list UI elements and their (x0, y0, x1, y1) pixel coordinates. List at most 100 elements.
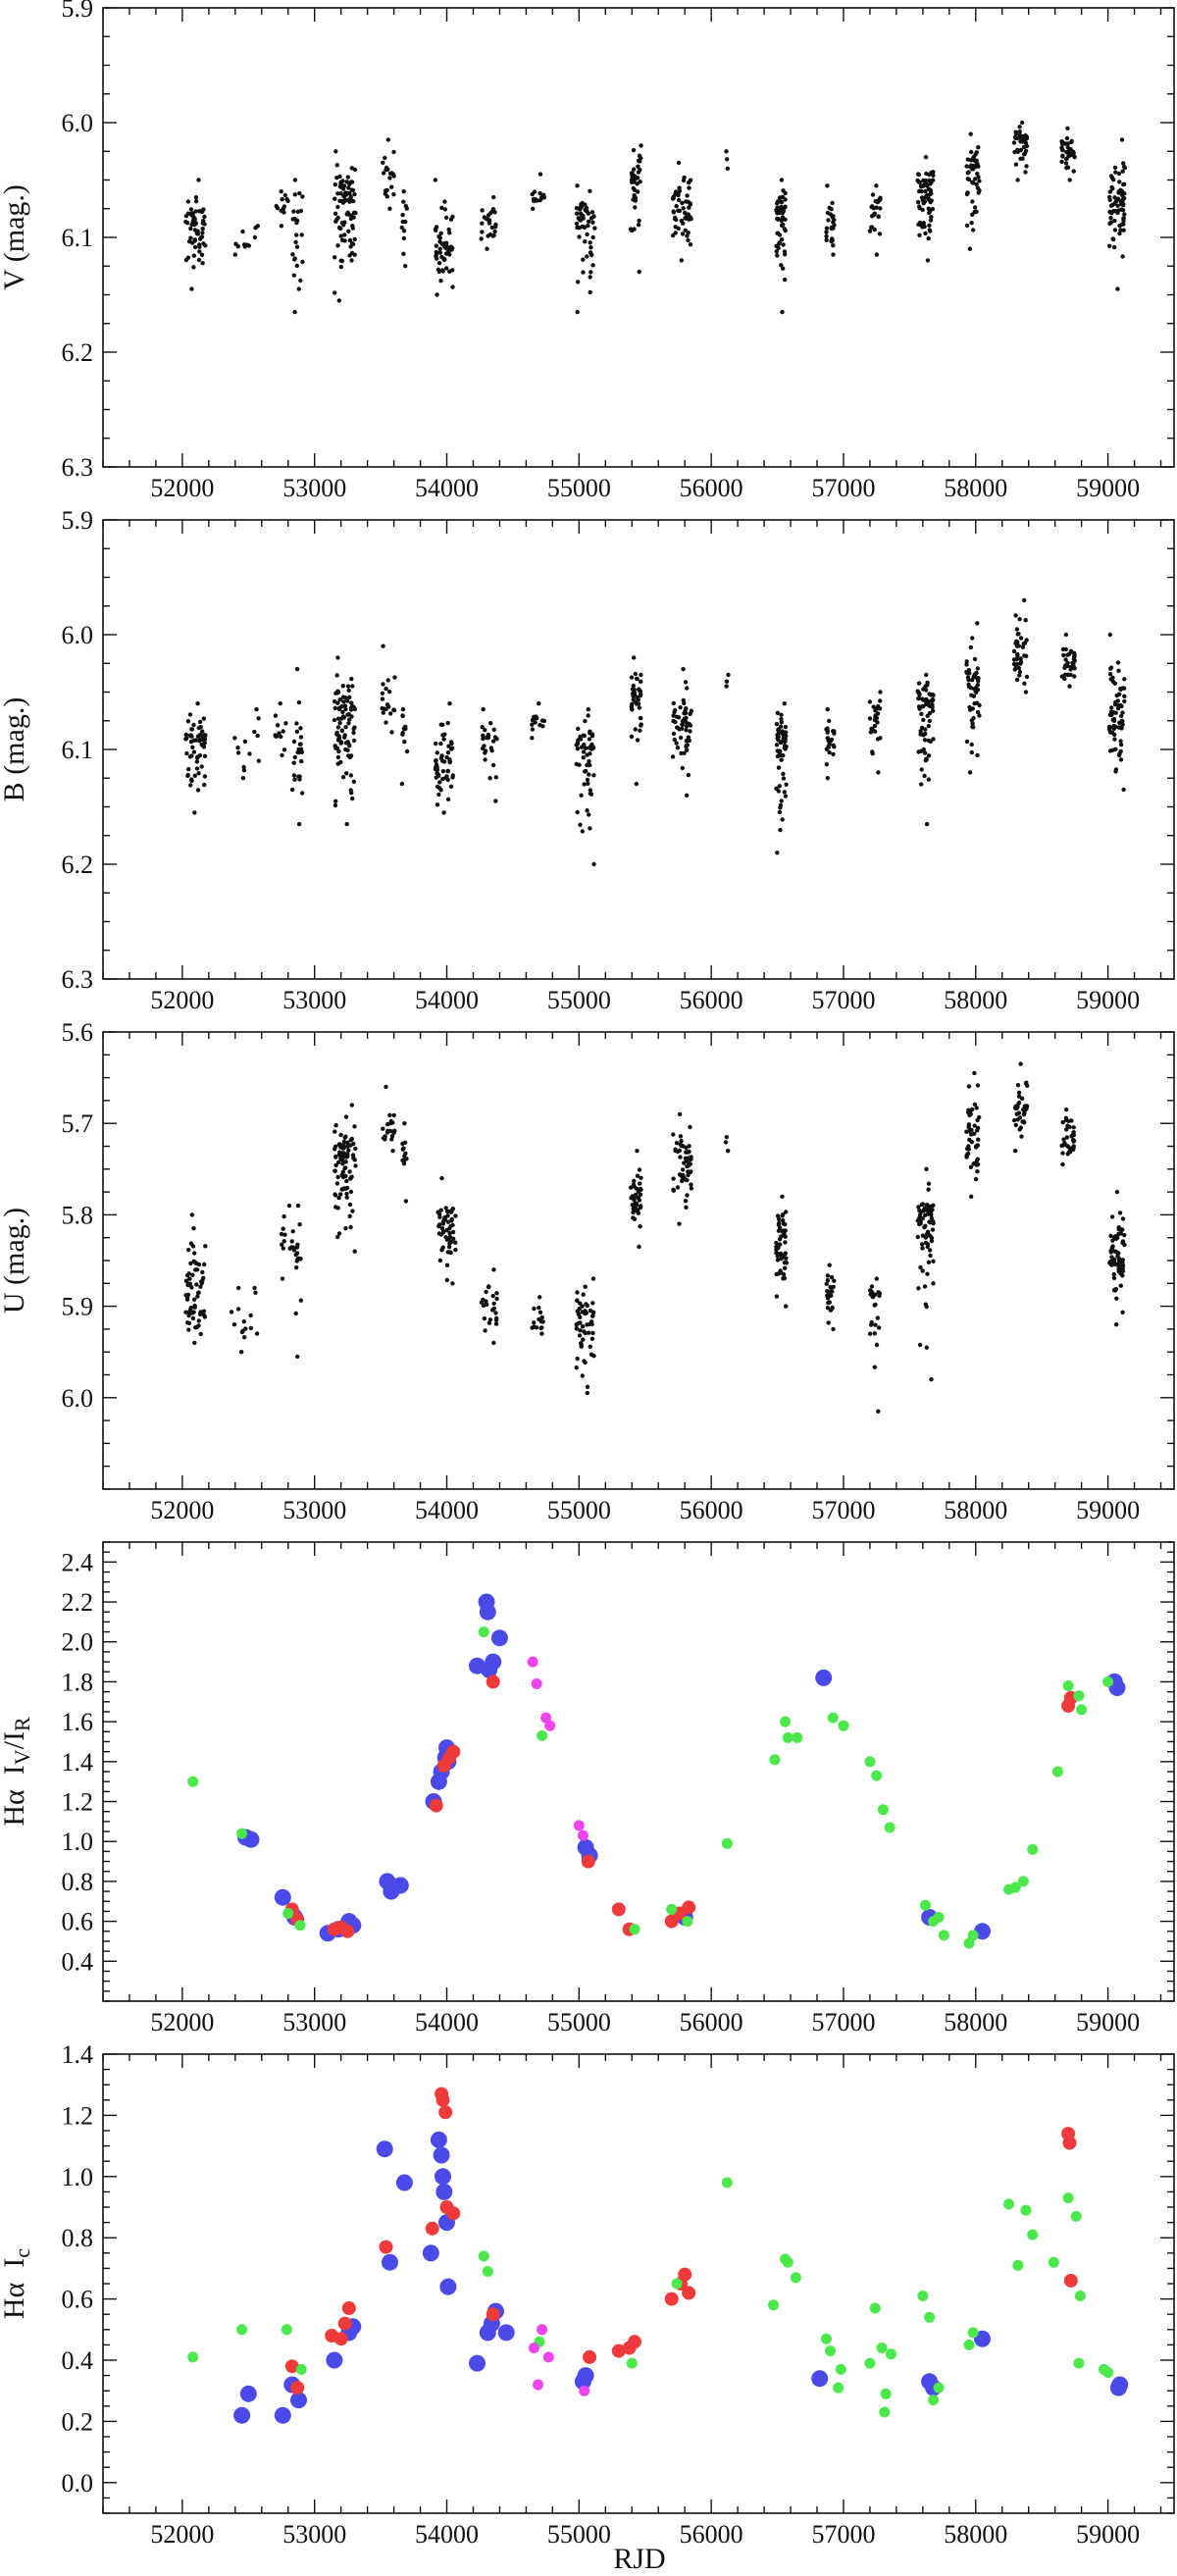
green-point (1073, 2357, 1085, 2369)
data-point (931, 1259, 936, 1264)
x-tick-label: 57000 (811, 2008, 875, 2036)
blue-point (577, 2367, 594, 2385)
data-point (530, 191, 535, 197)
data-point (970, 724, 975, 730)
data-point (676, 191, 681, 197)
data-point (632, 1178, 637, 1184)
data-point (438, 741, 443, 747)
x-tick-label: 56000 (680, 986, 743, 1014)
data-point (194, 1282, 199, 1287)
data-point (483, 748, 488, 753)
data-point (871, 206, 876, 211)
data-point (827, 749, 832, 755)
data-point (350, 224, 355, 229)
data-point (676, 226, 681, 232)
data-point (871, 704, 876, 709)
data-point (1065, 1144, 1070, 1149)
data-point (873, 1302, 878, 1308)
data-point (192, 244, 198, 250)
data-point (634, 1209, 639, 1213)
data-point (923, 188, 928, 194)
data-point (1017, 673, 1022, 678)
data-point (239, 1329, 245, 1335)
data-point (779, 1234, 784, 1239)
data-point (680, 1167, 686, 1172)
data-point (779, 757, 784, 762)
data-point (1108, 1233, 1113, 1239)
data-point (532, 1320, 537, 1325)
data-point (387, 1112, 392, 1118)
data-point (1111, 716, 1117, 722)
data-point (532, 198, 537, 204)
data-point (345, 698, 350, 703)
data-point (492, 229, 497, 234)
data-point (185, 1320, 190, 1325)
data-point (778, 827, 783, 833)
data-point (349, 676, 354, 682)
data-point (1017, 125, 1022, 129)
data-point (578, 822, 583, 827)
data-point (1022, 1120, 1027, 1125)
green-point (869, 2302, 881, 2314)
data-point (578, 1328, 583, 1333)
data-point (977, 1114, 982, 1120)
data-point (351, 215, 356, 220)
x-tick-label: 53000 (282, 2520, 346, 2549)
data-point (1112, 218, 1117, 224)
data-point (775, 850, 780, 855)
data-point (927, 1248, 933, 1253)
data-point (630, 701, 635, 707)
data-point (1019, 120, 1025, 126)
data-point (830, 238, 835, 243)
data-point (1018, 1061, 1023, 1066)
data-point (389, 730, 394, 735)
data-point (447, 1234, 453, 1240)
data-point (391, 1112, 396, 1118)
data-point (675, 1185, 681, 1190)
data-point (239, 1350, 244, 1355)
data-point (333, 1129, 337, 1134)
x-tick-label: 54000 (415, 2520, 479, 2549)
data-point (254, 1331, 260, 1336)
blue-point (274, 2406, 291, 2424)
data-point (1069, 138, 1074, 143)
data-point (194, 766, 200, 771)
data-point (290, 252, 295, 257)
red-point (337, 2316, 352, 2331)
data-point (783, 228, 788, 233)
green-point (1017, 1876, 1029, 1887)
data-point (583, 1330, 588, 1336)
data-point (776, 765, 782, 770)
data-point (275, 723, 281, 728)
data-point (352, 191, 357, 197)
data-point (921, 747, 926, 752)
data-point (824, 226, 830, 231)
data-point (255, 733, 260, 739)
data-point (638, 728, 642, 733)
data-point (348, 1176, 353, 1181)
data-point (193, 195, 199, 200)
data-point (581, 1337, 586, 1342)
data-point (380, 705, 384, 711)
data-point (970, 636, 975, 641)
data-point (338, 233, 343, 238)
data-point (282, 1232, 287, 1237)
data-point (348, 707, 354, 712)
data-point (975, 1169, 980, 1174)
data-point (585, 232, 589, 237)
data-point (347, 1213, 352, 1219)
data-point (968, 131, 973, 136)
data-point (345, 740, 350, 745)
data-point (671, 713, 676, 718)
data-point (588, 1352, 594, 1358)
data-point (1064, 1135, 1070, 1140)
data-point (921, 201, 926, 206)
data-point (829, 1286, 834, 1291)
x-tick-label: 59000 (1076, 2008, 1140, 2036)
data-point (1115, 203, 1120, 208)
data-point (782, 790, 787, 795)
data-point (577, 1306, 582, 1312)
data-point (289, 1239, 294, 1244)
data-point (682, 700, 687, 706)
data-point (278, 701, 282, 706)
